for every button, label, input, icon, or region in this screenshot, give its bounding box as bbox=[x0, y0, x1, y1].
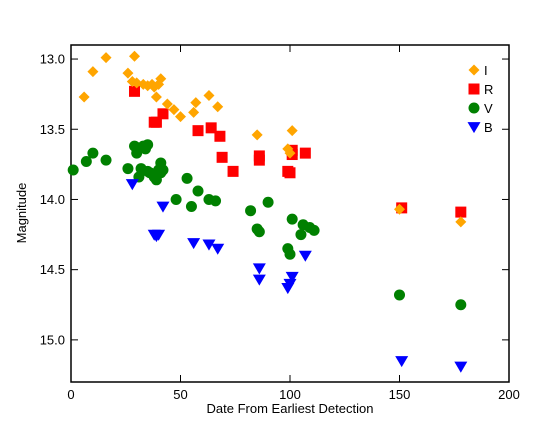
data-point-v bbox=[253, 226, 265, 238]
data-point-r bbox=[150, 116, 162, 128]
data-point-v bbox=[100, 154, 112, 166]
x-tick-label: 200 bbox=[498, 387, 520, 402]
legend-marker-r bbox=[468, 83, 480, 95]
data-point-i bbox=[100, 52, 112, 64]
data-point-r bbox=[227, 165, 239, 177]
legend-label: V bbox=[484, 101, 493, 116]
data-point-b bbox=[211, 243, 225, 255]
y-tick-label: 14.5 bbox=[40, 262, 65, 277]
data-point-r bbox=[157, 108, 169, 120]
data-point-i bbox=[455, 216, 467, 228]
data-point-i bbox=[188, 106, 200, 118]
data-point-v bbox=[185, 200, 197, 212]
data-point-b bbox=[187, 238, 201, 250]
data-point-v bbox=[286, 213, 298, 225]
data-point-v bbox=[131, 147, 143, 159]
data-point-b bbox=[298, 250, 312, 262]
data-point-r bbox=[299, 147, 311, 159]
data-point-i bbox=[87, 66, 99, 78]
legend-label: I bbox=[484, 63, 488, 78]
data-point-v bbox=[181, 172, 193, 184]
data-point-r bbox=[192, 125, 204, 137]
y-axis-label: Magnitude bbox=[14, 183, 29, 244]
x-tick-label: 150 bbox=[389, 387, 411, 402]
data-point-i bbox=[190, 97, 202, 109]
data-point-i bbox=[251, 129, 263, 141]
y-tick-label: 14.0 bbox=[40, 192, 65, 207]
data-point-i bbox=[129, 50, 141, 62]
data-point-v bbox=[245, 205, 257, 217]
data-point-i bbox=[284, 147, 296, 159]
x-tick-label: 0 bbox=[67, 387, 74, 402]
data-point-b bbox=[283, 278, 297, 290]
data-point-i bbox=[168, 104, 180, 116]
x-tick-label: 50 bbox=[173, 387, 187, 402]
data-point-v bbox=[308, 224, 320, 236]
data-point-v bbox=[142, 139, 154, 151]
data-point-v bbox=[262, 196, 274, 208]
data-point-i bbox=[150, 91, 162, 103]
legend-marker-v bbox=[468, 102, 480, 114]
y-tick-label: 13.0 bbox=[40, 52, 65, 67]
data-point-b bbox=[252, 263, 266, 275]
data-point-b bbox=[202, 239, 216, 251]
data-point-r bbox=[455, 206, 467, 218]
x-axis-label: Date From Earliest Detection bbox=[207, 401, 374, 416]
data-point-b bbox=[252, 274, 266, 286]
data-point-b bbox=[152, 229, 166, 241]
legend-marker-b bbox=[467, 122, 481, 134]
data-marks bbox=[67, 50, 468, 373]
data-point-v bbox=[210, 195, 222, 207]
data-point-i bbox=[212, 101, 224, 113]
legend-label: R bbox=[484, 82, 493, 97]
data-point-i bbox=[78, 91, 90, 103]
x-tick-label: 100 bbox=[279, 387, 301, 402]
legend-label: B bbox=[484, 120, 493, 135]
data-point-v bbox=[192, 185, 204, 197]
data-point-r bbox=[129, 85, 141, 97]
data-point-v bbox=[80, 156, 92, 168]
data-point-i bbox=[155, 73, 167, 85]
y-tick-label: 13.5 bbox=[40, 122, 65, 137]
data-point-v bbox=[394, 289, 405, 301]
data-point-i bbox=[175, 111, 186, 123]
data-point-i bbox=[122, 67, 134, 79]
data-point-i bbox=[286, 125, 298, 137]
data-point-b bbox=[156, 201, 170, 213]
axis-ticks: 0 50 100 150 200 13.0 13.5 14.0 14.5 15.0 bbox=[40, 45, 520, 402]
data-point-v bbox=[67, 164, 79, 176]
data-point-v bbox=[122, 163, 134, 175]
data-point-b bbox=[395, 356, 409, 368]
data-point-b bbox=[125, 179, 139, 191]
data-point-r bbox=[253, 150, 265, 162]
data-point-v bbox=[295, 229, 307, 241]
data-point-v bbox=[284, 248, 296, 260]
y-tick-label: 15.0 bbox=[40, 332, 65, 347]
data-point-r bbox=[214, 130, 226, 142]
data-point-v bbox=[170, 193, 182, 205]
data-point-b bbox=[285, 271, 299, 283]
data-point-i bbox=[394, 203, 405, 215]
data-point-r bbox=[205, 122, 217, 134]
data-point-i bbox=[203, 90, 215, 102]
data-point-v bbox=[455, 299, 467, 311]
data-point-r bbox=[284, 167, 296, 179]
legend-marker-i bbox=[468, 64, 480, 76]
data-point-v bbox=[157, 164, 169, 176]
data-point-i bbox=[161, 98, 173, 110]
data-point-r bbox=[216, 151, 228, 163]
data-point-v bbox=[87, 147, 99, 159]
data-point-b bbox=[454, 361, 468, 373]
